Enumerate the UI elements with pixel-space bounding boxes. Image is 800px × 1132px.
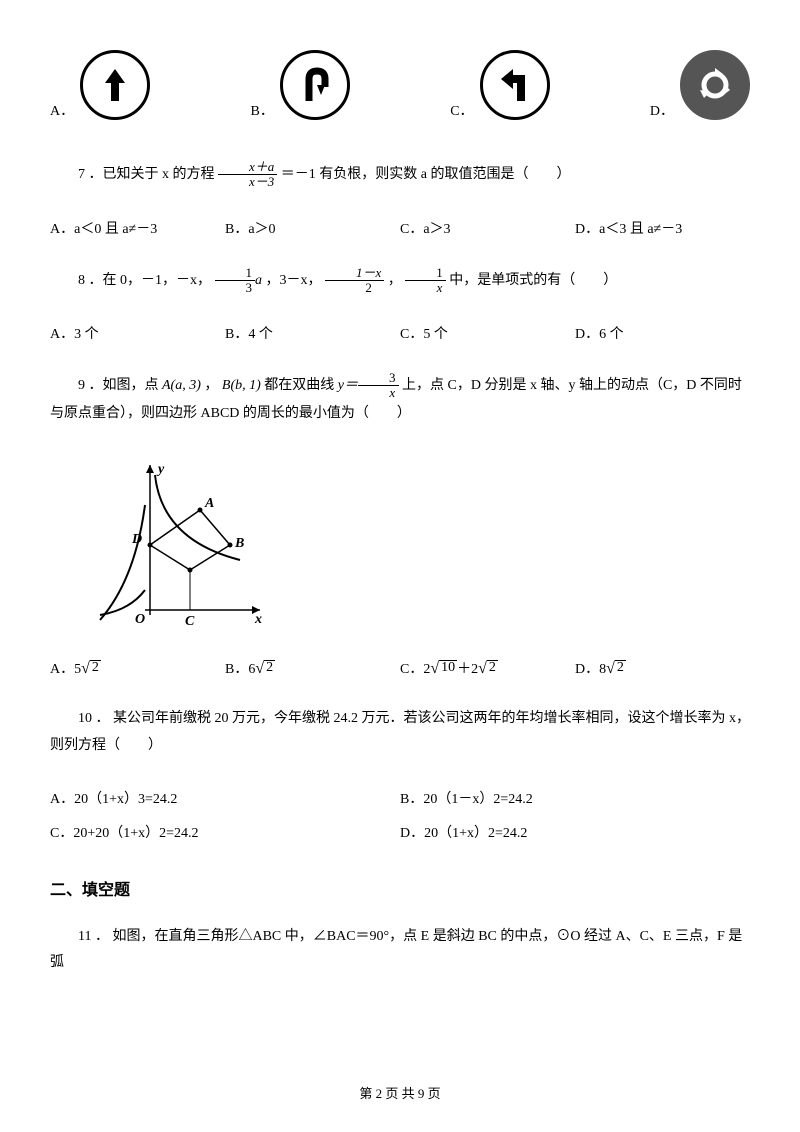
up-arrow-icon <box>80 50 150 120</box>
q9-point-b: B(b, 1) <box>222 378 261 393</box>
q8-prefix: 8 ．在 0，－1，－x， <box>78 273 211 288</box>
question-7: 7 ．已知关于 x 的方程 x＋a x－3 ＝－1 有负根，则实数 a 的取值范… <box>50 160 750 190</box>
q8-f1-num: 1 <box>215 266 256 281</box>
q9-opt-a: A．5√2 <box>50 658 225 678</box>
graph-c-label: C <box>185 614 195 625</box>
q9-prefix: 9 ．如图，点 <box>78 378 159 393</box>
option-c-icon-item: C． <box>450 50 549 120</box>
q9c-plus: ＋2 <box>457 662 478 677</box>
q10-options: A．20（1+x）3=24.2 B．20（1－x）2=24.2 C．20+20（… <box>50 788 750 856</box>
sqrt-icon: √2 <box>606 660 626 678</box>
q9-mid: 都在双曲线 <box>264 378 334 393</box>
option-d-label: D． <box>650 100 674 120</box>
q7-prefix: 7 ．已知关于 x 的方程 <box>78 167 215 182</box>
q9c-pre: C． <box>400 662 423 677</box>
sqrt-icon: √10 <box>430 660 457 678</box>
u-turn-icon <box>280 50 350 120</box>
q9d-r: 2 <box>615 660 626 675</box>
q9c-n1: 2 <box>423 662 430 677</box>
q7-frac-num: x＋a <box>218 160 277 175</box>
option-b-icon-item: B． <box>250 50 349 120</box>
q7-fraction: x＋a x－3 <box>218 160 277 190</box>
q8-f2-num: 1－x <box>325 266 384 281</box>
q9a-r: 2 <box>90 660 101 675</box>
q9b-pre: B． <box>225 662 248 677</box>
q9-graph: y x A B C D O <box>90 455 750 630</box>
q8-f1-den: 3 <box>215 281 256 295</box>
q8-comma: ， <box>388 273 402 288</box>
icon-options-row: A． B． C． D． <box>50 50 750 120</box>
q8-frac3: 1 x <box>405 266 446 296</box>
option-b-label: B． <box>250 100 273 120</box>
q9-opt-b: B．6√2 <box>225 658 400 678</box>
q7-opt-b: B．a＞0 <box>225 218 400 238</box>
sqrt-icon: √2 <box>81 660 101 678</box>
q7-suffix: 有负根，则实数 a 的取值范围是（ ） <box>319 167 570 182</box>
q8-options: A．3 个 B．4 个 C．5 个 D．6 个 <box>50 323 750 343</box>
option-c-label: C． <box>450 100 473 120</box>
sqrt-icon: √2 <box>478 660 498 678</box>
q8-mid: ，3－x， <box>266 273 322 288</box>
q8-opt-d: D．6 个 <box>575 323 750 343</box>
graph-d-label: D <box>131 532 142 547</box>
option-a-label: A． <box>50 100 74 120</box>
page-footer: 第 2 页 共 9 页 <box>0 1083 800 1102</box>
q7-opt-a: A．a＜0 且 a≠－3 <box>50 218 225 238</box>
graph-o-label: O <box>135 612 145 625</box>
option-d-icon-item: D． <box>650 50 750 120</box>
graph-y-label: y <box>156 462 165 477</box>
q9c-r2: 2 <box>487 660 498 675</box>
sqrt-icon: √2 <box>255 660 275 678</box>
q8-f2-den: 2 <box>325 281 384 295</box>
graph-b-label: B <box>234 536 244 551</box>
graph-a-label: A <box>204 496 214 511</box>
q9c-r1: 10 <box>439 660 457 675</box>
q9b-r: 2 <box>264 660 275 675</box>
q7-eq: ＝－1 <box>281 167 316 182</box>
question-11: 11 ． 如图，在直角三角形△ABC 中，∠BAC＝90°，点 E 是斜边 BC… <box>50 924 750 977</box>
q8-f1-suf: a <box>255 273 262 288</box>
q10-text: 10 ． 某公司年前缴税 20 万元，今年缴税 24.2 万元．若该公司这两年的… <box>50 711 750 753</box>
q8-suffix: 中，是单项式的有（ ） <box>449 273 617 288</box>
q8-opt-a: A．3 个 <box>50 323 225 343</box>
q7-options: A．a＜0 且 a≠－3 B．a＞0 C．a＞3 D．a＜3 且 a≠－3 <box>50 218 750 238</box>
q9-opt-d: D．8√2 <box>575 658 750 678</box>
question-10: 10 ． 某公司年前缴税 20 万元，今年缴税 24.2 万元．若该公司这两年的… <box>50 706 750 759</box>
q9-options: A．5√2 B．6√2 C．2√10＋2√2 D．8√2 <box>50 658 750 678</box>
q10-opt-d: D．20（1+x）2=24.2 <box>400 822 750 842</box>
q9a-pre: A． <box>50 662 74 677</box>
q10-opt-a: A．20（1+x）3=24.2 <box>50 788 400 808</box>
q11-text: 11 ． 如图，在直角三角形△ABC 中，∠BAC＝90°，点 E 是斜边 BC… <box>50 929 742 971</box>
q9-point-a: A(a, 3) <box>162 378 201 393</box>
q10-opt-b: B．20（1－x）2=24.2 <box>400 788 750 808</box>
q7-frac-den: x－3 <box>218 175 277 189</box>
section-2-title: 二、填空题 <box>50 876 750 900</box>
roundabout-icon <box>680 50 750 120</box>
q7-opt-c: C．a＞3 <box>400 218 575 238</box>
option-a-icon-item: A． <box>50 50 150 120</box>
q9d-n: 8 <box>599 662 606 677</box>
q8-opt-c: C．5 个 <box>400 323 575 343</box>
q8-frac2: 1－x 2 <box>325 266 384 296</box>
q8-opt-b: B．4 个 <box>225 323 400 343</box>
left-turn-icon <box>480 50 550 120</box>
q9-fraction: 3 x <box>358 371 399 401</box>
q9d-pre: D． <box>575 662 599 677</box>
q7-opt-d: D．a＜3 且 a≠－3 <box>575 218 750 238</box>
q10-opt-c: C．20+20（1+x）2=24.2 <box>50 822 400 842</box>
q9a-n: 5 <box>74 662 81 677</box>
q9-opt-c: C．2√10＋2√2 <box>400 658 575 678</box>
q9b-n: 6 <box>248 662 255 677</box>
q9-eq-left: y＝ <box>338 378 358 393</box>
q9-comma1: ， <box>204 378 218 393</box>
question-9: 9 ．如图，点 A(a, 3) ， B(b, 1) 都在双曲线 y＝ 3 x 上… <box>50 371 750 427</box>
q9-frac-den: x <box>358 386 399 400</box>
question-8: 8 ．在 0，－1，－x， 1 3 a ，3－x， 1－x 2 ， 1 x 中，… <box>50 266 750 296</box>
q8-f3-den: x <box>405 281 446 295</box>
graph-x-label: x <box>254 612 262 625</box>
q8-f3-num: 1 <box>405 266 446 281</box>
q9-frac-num: 3 <box>358 371 399 386</box>
q8-frac1: 1 3 <box>215 266 256 296</box>
